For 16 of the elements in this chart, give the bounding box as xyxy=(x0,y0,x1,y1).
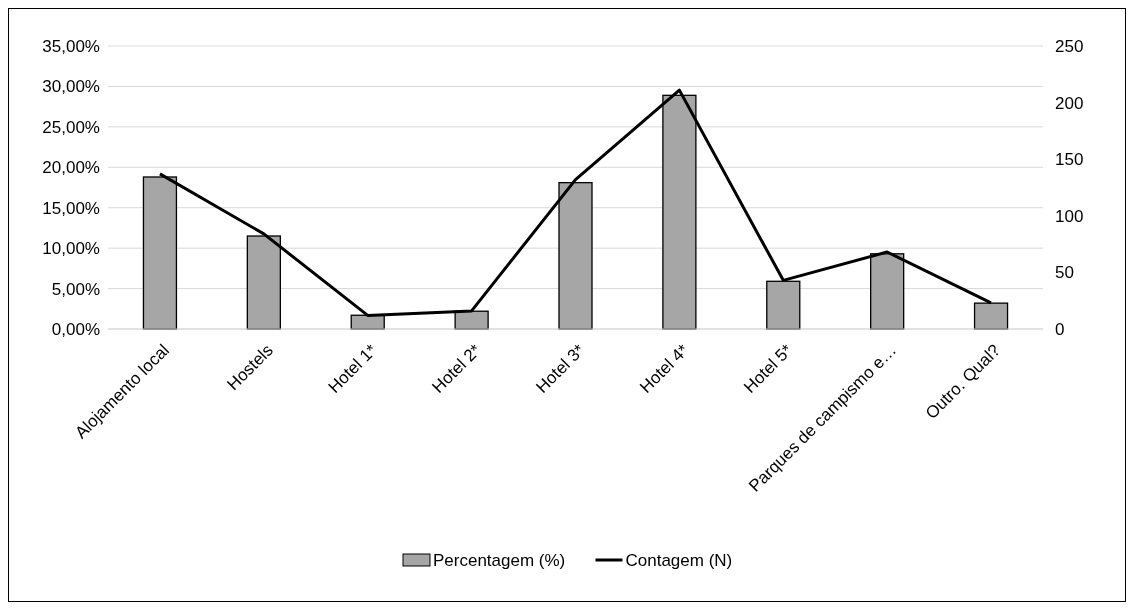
y2-tick-label: 100 xyxy=(1055,206,1084,226)
y-tick-label: 35,00% xyxy=(42,36,100,56)
y-tick-label: 5,00% xyxy=(51,279,100,299)
y2-tick-label: 250 xyxy=(1055,36,1084,56)
y-tick-label: 30,00% xyxy=(42,77,100,97)
y-tick-label: 15,00% xyxy=(42,198,100,218)
y-tick-label: 20,00% xyxy=(42,158,100,178)
y2-tick-label: 0 xyxy=(1055,319,1065,339)
y2-tick-label: 150 xyxy=(1055,150,1084,170)
y2-tick-label: 200 xyxy=(1055,93,1084,113)
y-tick-label: 10,00% xyxy=(42,239,100,259)
y-tick-label: 25,00% xyxy=(42,117,100,137)
legend-label: Contagem (N) xyxy=(625,550,733,570)
legend-label: Percentagem (%) xyxy=(433,550,566,570)
y-tick-label: 0,00% xyxy=(51,319,100,339)
y2-tick-label: 50 xyxy=(1055,263,1074,283)
